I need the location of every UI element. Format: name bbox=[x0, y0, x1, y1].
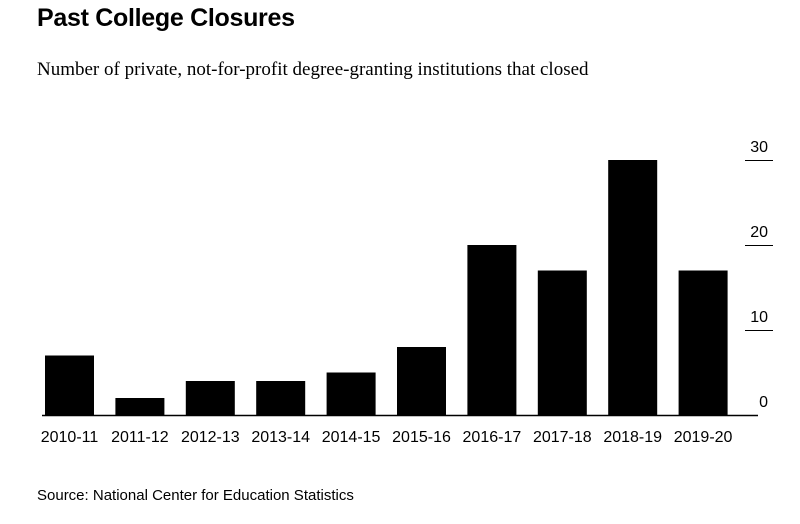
bar-chart: 0 10 20 30 2010-11 2011-12 2012-13 2013-14 2014… bbox=[41, 139, 773, 446]
bar-2012-13 bbox=[185, 381, 235, 415]
bar-2011-12 bbox=[115, 398, 165, 415]
x-tick-label: 2017-18 bbox=[533, 429, 592, 446]
x-tick-label: 2019-20 bbox=[674, 429, 733, 446]
bar-2016-17 bbox=[467, 245, 517, 415]
bar-2019-20 bbox=[678, 270, 728, 415]
chart-title: Past College Closures bbox=[37, 4, 295, 32]
y-tick-label: 10 bbox=[750, 309, 768, 326]
y-tick-label: 30 bbox=[750, 139, 768, 156]
bar-2017-18 bbox=[537, 270, 587, 415]
chart-subtitle: Number of private, not-for-profit degree… bbox=[37, 59, 589, 80]
x-tick-label: 2014-15 bbox=[322, 429, 381, 446]
x-tick-label: 2011-12 bbox=[111, 429, 169, 446]
x-tick-label: 2010-11 bbox=[41, 429, 99, 446]
x-tick-label: 2015-16 bbox=[392, 429, 451, 446]
bar-2018-19 bbox=[608, 160, 658, 415]
y-axis: 0 10 20 30 bbox=[745, 139, 773, 411]
x-tick-label: 2012-13 bbox=[181, 429, 240, 446]
bars-group bbox=[45, 160, 728, 415]
bar-2010-11 bbox=[45, 355, 94, 415]
x-tick-label: 2016-17 bbox=[463, 429, 522, 446]
x-axis: 2010-11 2011-12 2012-13 2013-14 2014-15 2015-… bbox=[41, 414, 758, 446]
y-tick-label: 20 bbox=[750, 224, 768, 241]
y-tick-label: 0 bbox=[759, 394, 768, 411]
source-note: Source: National Center for Education St… bbox=[37, 487, 354, 504]
x-tick-label: 2018-19 bbox=[603, 429, 662, 446]
x-tick-label: 2013-14 bbox=[251, 429, 310, 446]
bar-2014-15 bbox=[326, 372, 376, 415]
bar-2015-16 bbox=[397, 347, 446, 415]
bar-2013-14 bbox=[256, 381, 306, 415]
